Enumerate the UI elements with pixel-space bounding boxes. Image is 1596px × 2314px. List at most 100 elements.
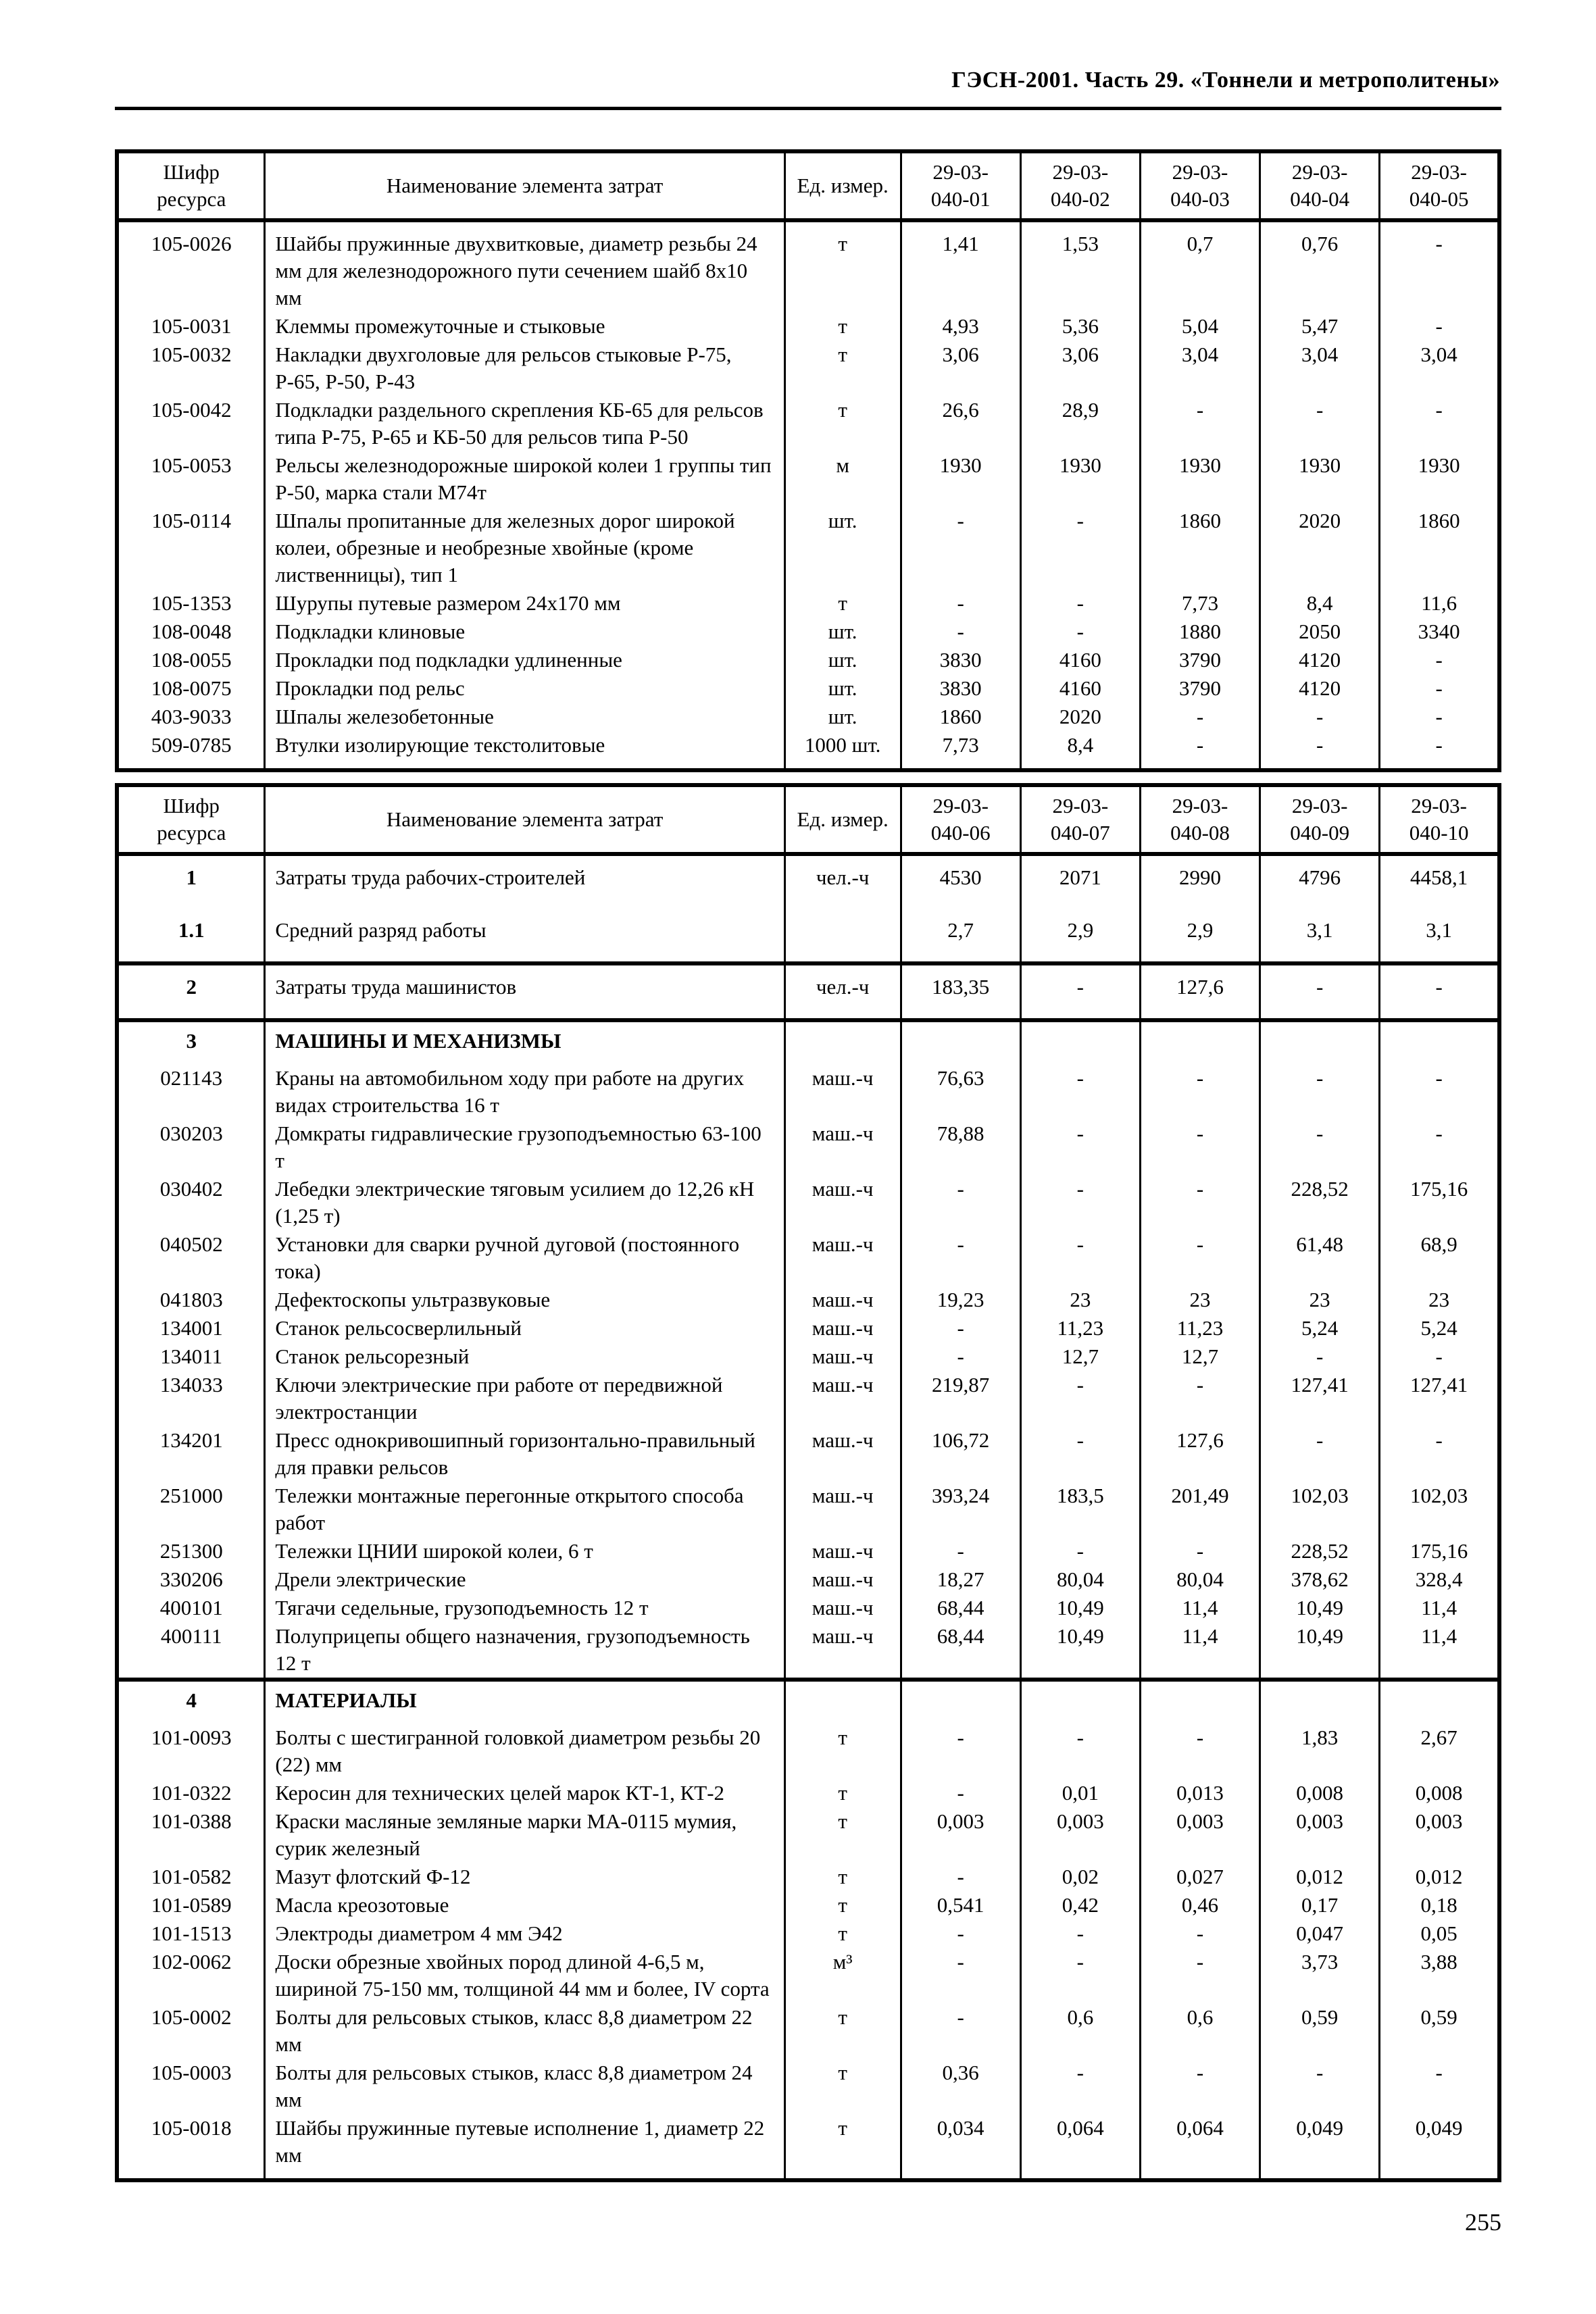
value-cell: -	[1259, 1120, 1380, 1175]
value-cell: 1930	[1259, 451, 1380, 507]
column-header: 29-03- 040-05	[1378, 151, 1499, 222]
table-row: 105-0031 Клеммы промежуточные и стыковые т…	[117, 312, 1499, 341]
table-row: 101-0093 Болты с шестигранной головкой ди…	[117, 1724, 1499, 1779]
resource-code-cell: 134011	[160, 1344, 223, 1368]
table-row: 330206 Дрели электрические маш.-ч 18,27 80,0…	[117, 1565, 1499, 1594]
page-content: ГЭСН-2001. Часть 29. «Тоннели и метропол…	[115, 65, 1501, 2182]
value-cell: 127,41	[1259, 1371, 1380, 1426]
value-cell: -	[899, 1314, 1021, 1342]
table-header-row: Шифр ресурса Наименование элемента затрат…	[117, 785, 1499, 856]
cost-element-name-cell: Болты для рельсовых стыков, класс 8,8 ди…	[264, 2003, 785, 2059]
value-cell: 23	[1019, 1286, 1141, 1314]
value-cell: 78,88	[899, 1120, 1021, 1175]
value-cell: -	[1259, 396, 1380, 451]
table-row: 105-0032 Накладки двухголовые для рельсов…	[117, 341, 1499, 396]
value-cell: 11,23	[1019, 1314, 1141, 1342]
value-cell: -	[1139, 396, 1260, 451]
value-cell: 0,46	[1139, 1891, 1260, 1919]
value-cell: -	[1139, 731, 1260, 770]
value-cell: 106,72	[899, 1426, 1021, 1482]
value-cell: -	[1139, 1064, 1260, 1120]
table-row: 400111 Полуприцепы общего назначения, гру…	[117, 1622, 1499, 1680]
cost-element-name-cell: Накладки двухголовые для рельсов стыковы…	[264, 341, 785, 396]
unit-cell: т	[783, 589, 901, 618]
value-cell	[899, 1018, 1021, 1064]
value-cell: 3340	[1378, 618, 1499, 646]
value-cell: 378,62	[1259, 1565, 1380, 1594]
cost-element-name-cell: Затраты труда рабочих-строителей	[264, 854, 785, 909]
resource-code-cell: 101-0322	[151, 1781, 232, 1805]
table-header-row: Шифр ресурса Наименование элемента затрат…	[117, 785, 1499, 856]
cost-element-name-cell: Шайбы пружинные двухвитковые, диаметр ре…	[264, 220, 785, 312]
value-cell: -	[899, 1537, 1021, 1565]
unit-cell: т	[783, 2059, 901, 2114]
value-cell: 3,06	[899, 341, 1021, 396]
value-cell: 11,23	[1139, 1314, 1260, 1342]
value-cell: -	[1139, 1948, 1260, 2003]
value-cell: 1880	[1139, 618, 1260, 646]
unit-cell: чел.-ч	[783, 854, 901, 909]
value-cell: 0,541	[899, 1891, 1021, 1919]
value-cell: 0,003	[1139, 1807, 1260, 1863]
value-cell: -	[1019, 2059, 1141, 2114]
value-cell: -	[1378, 1120, 1499, 1175]
value-cell: 127,6	[1139, 1426, 1260, 1482]
value-cell: -	[1019, 1371, 1141, 1426]
value-cell: 0,008	[1259, 1779, 1380, 1807]
value-cell	[1378, 1678, 1499, 1724]
value-cell: 11,4	[1139, 1622, 1260, 1680]
value-cell	[1019, 1018, 1141, 1064]
table-row: 105-0003 Болты для рельсовых стыков, клас…	[117, 2059, 1499, 2114]
resource-code-cell: 3	[117, 1018, 265, 1064]
value-cell: -	[1019, 1948, 1141, 2003]
value-cell: 2020	[1259, 507, 1380, 589]
value-cell	[1139, 1678, 1260, 1724]
value-cell: 0,18	[1378, 1891, 1499, 1919]
value-cell: 0,003	[899, 1807, 1021, 1863]
value-cell: 228,52	[1259, 1175, 1380, 1230]
column-header: 29-03- 040-04	[1259, 151, 1380, 222]
value-cell: -	[1019, 1064, 1141, 1120]
value-cell: 1,83	[1259, 1724, 1380, 1779]
value-cell: -	[1139, 1919, 1260, 1948]
column-header: 29-03- 040-07	[1019, 785, 1141, 856]
resource-code-cell: 2	[117, 961, 265, 1020]
table-row: 1 Затраты труда рабочих-строителей чел.-ч 4…	[117, 854, 1499, 909]
value-cell: -	[1259, 961, 1380, 1020]
value-cell: 23	[1259, 1286, 1380, 1314]
value-cell: -	[899, 2003, 1021, 2059]
table-row: 101-0388 Краски масляные земляные марки М…	[117, 1807, 1499, 1863]
value-cell: 2071	[1019, 854, 1141, 909]
table-row: 030203 Домкраты гидравлические грузоподъе…	[117, 1120, 1499, 1175]
page-number: 255	[1465, 2209, 1501, 2236]
table-row: 1.1 Средний разряд работы 2,7 2,9 2,9 3,1 3,1	[117, 909, 1499, 963]
value-cell: 0,01	[1019, 1779, 1141, 1807]
value-cell: -	[1378, 1064, 1499, 1120]
value-cell: -	[899, 1919, 1021, 1948]
value-cell: 18,27	[899, 1565, 1021, 1594]
cost-element-name-cell: Доски обрезные хвойных пород длиной 4-6,…	[264, 1948, 785, 2003]
value-cell: -	[1019, 961, 1141, 1020]
value-cell: -	[1139, 1371, 1260, 1426]
value-cell: 0,027	[1139, 1863, 1260, 1891]
resource-code-cell: 101-0589	[151, 1893, 232, 1917]
cost-element-name-cell: Полуприцепы общего назначения, грузоподъ…	[264, 1622, 785, 1680]
value-cell: 102,03	[1378, 1482, 1499, 1537]
column-header: Наименование элемента затрат	[264, 151, 785, 222]
value-cell: 12,7	[1019, 1342, 1141, 1371]
value-cell: 8,4	[1259, 589, 1380, 618]
value-cell: 23	[1139, 1286, 1260, 1314]
table-row: 105-0042 Подкладки раздельного скрепления…	[117, 396, 1499, 451]
value-cell: 5,47	[1259, 312, 1380, 341]
value-cell: 1860	[899, 703, 1021, 731]
table-row: 134201 Пресс однокривошипный горизонтальн…	[117, 1426, 1499, 1482]
resource-code-cell: 105-0002	[151, 2005, 232, 2029]
cost-element-name-cell: Шайбы пружинные путевые исполнение 1, ди…	[264, 2114, 785, 2180]
value-cell	[1378, 1018, 1499, 1064]
value-cell: -	[1139, 1230, 1260, 1286]
column-header: 29-03- 040-09	[1259, 785, 1380, 856]
value-cell	[1139, 1018, 1260, 1064]
value-cell: 102,03	[1259, 1482, 1380, 1537]
resource-code-cell: 105-0032	[151, 343, 232, 366]
